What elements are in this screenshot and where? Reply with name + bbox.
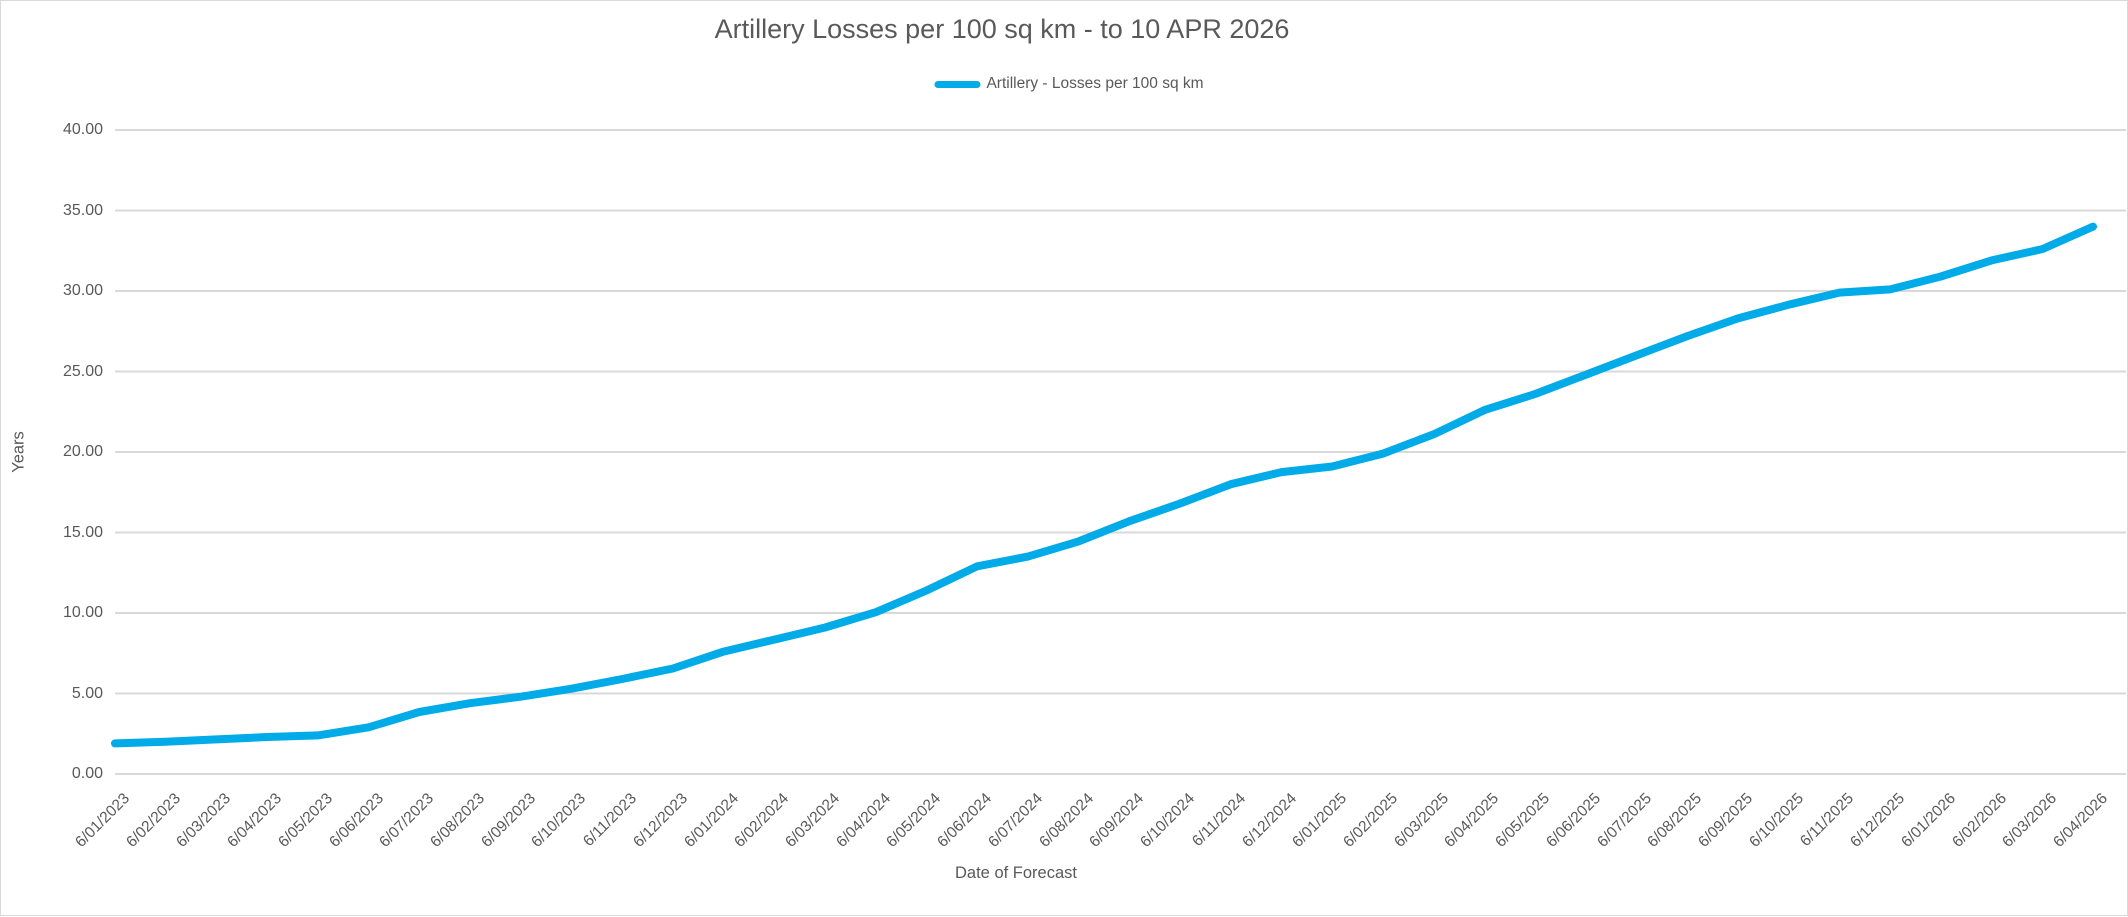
legend-line-marker <box>934 80 981 88</box>
y-axis-title: Years <box>9 431 28 473</box>
y-tick-label: 40.00 <box>62 121 103 138</box>
y-tick-label: 10.00 <box>62 604 103 621</box>
series-line <box>111 222 2097 748</box>
y-tick-label: 35.00 <box>62 201 103 219</box>
chart-title: Artillery Losses per 100 sq km - to 10 A… <box>714 14 1290 44</box>
legend-series-label: Artillery - Losses per 100 sq km <box>986 75 1204 92</box>
legend: Artillery - Losses per 100 sq km <box>934 75 1204 93</box>
y-tick-label: 25.00 <box>62 362 103 380</box>
y-tick-label: 20.00 <box>62 443 103 460</box>
y-tick-label: 5.00 <box>71 684 103 702</box>
y-tick-label: 30.00 <box>62 282 103 299</box>
y-tick-label: 15.00 <box>62 523 103 541</box>
x-axis-title: Date of Forecast <box>955 864 1077 882</box>
y-tick-label: 0.00 <box>71 765 103 782</box>
